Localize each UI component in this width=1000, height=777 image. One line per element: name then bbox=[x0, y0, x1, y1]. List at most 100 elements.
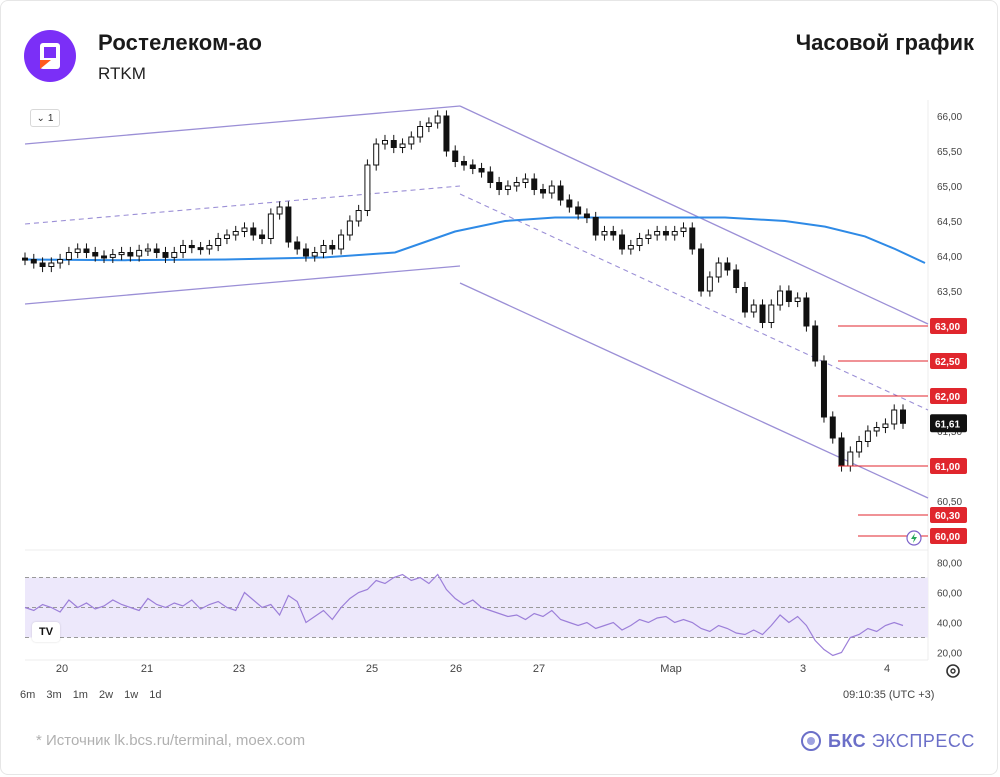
candle bbox=[461, 161, 467, 166]
interval-selector: 6m 3m 1m 2w 1w 1d bbox=[20, 689, 170, 701]
candle bbox=[338, 234, 345, 250]
candle bbox=[680, 227, 687, 232]
time-tick-label: 26 bbox=[450, 663, 462, 675]
candle bbox=[812, 325, 819, 362]
candle bbox=[417, 126, 424, 138]
candle bbox=[425, 122, 432, 127]
channel-line bbox=[24, 265, 461, 305]
candle bbox=[83, 248, 90, 253]
candle bbox=[715, 262, 722, 278]
rsi-tick-label: 80,00 bbox=[937, 559, 962, 570]
candle bbox=[434, 115, 441, 124]
candle bbox=[891, 409, 898, 425]
candle bbox=[706, 276, 713, 292]
price-tick-label: 64,00 bbox=[937, 252, 962, 263]
interval-option[interactable]: 1d bbox=[149, 689, 162, 701]
candle bbox=[144, 248, 151, 252]
candle bbox=[311, 252, 318, 257]
candle bbox=[267, 213, 274, 239]
candle bbox=[829, 416, 836, 439]
candle bbox=[355, 210, 362, 222]
level-label: 63,00 bbox=[935, 322, 960, 333]
candle bbox=[619, 234, 626, 250]
candle bbox=[610, 231, 617, 236]
candle bbox=[180, 245, 187, 253]
candle bbox=[443, 115, 450, 152]
candle bbox=[364, 164, 371, 211]
candle bbox=[373, 143, 380, 166]
gear-icon[interactable] bbox=[944, 662, 962, 680]
candle bbox=[302, 248, 309, 257]
interval-option[interactable]: 6m bbox=[20, 689, 36, 701]
candle bbox=[900, 409, 906, 424]
chart-type-label: Часовой график bbox=[795, 30, 974, 55]
candle bbox=[645, 234, 652, 239]
time-tick-label: 20 bbox=[56, 663, 68, 675]
collapse-indicators-button[interactable]: ⌄ 1 bbox=[30, 109, 60, 127]
tradingview-logo-icon[interactable]: TV bbox=[32, 622, 60, 642]
bks-logo-icon bbox=[801, 731, 821, 751]
interval-option[interactable]: 1w bbox=[124, 689, 139, 701]
candle bbox=[206, 245, 213, 250]
price-tick-label: 60,50 bbox=[937, 497, 962, 508]
candle bbox=[662, 231, 669, 236]
candle bbox=[346, 220, 353, 236]
candle bbox=[469, 164, 476, 169]
candle bbox=[873, 427, 880, 432]
candle bbox=[118, 252, 125, 256]
candle bbox=[136, 249, 143, 257]
candle bbox=[864, 430, 871, 442]
candle bbox=[329, 245, 336, 250]
interval-option[interactable]: 2w bbox=[99, 689, 114, 701]
time-tick-label: 3 bbox=[800, 663, 806, 675]
price-tick-label: 61,50 bbox=[937, 427, 962, 438]
candle bbox=[777, 290, 784, 306]
level-label: 62,00 bbox=[935, 392, 960, 403]
candle bbox=[408, 136, 415, 145]
candle bbox=[548, 185, 555, 194]
candle bbox=[750, 304, 757, 313]
level-label-box bbox=[930, 353, 967, 369]
level-label-box bbox=[930, 528, 967, 544]
level-label-box bbox=[930, 458, 967, 474]
price-chart[interactable]: 66,00 65,50 65,00 64,50 64,00 63,50 61,50 60,50… bbox=[0, 0, 1000, 690]
rsi-tick-label: 40,00 bbox=[937, 619, 962, 630]
candle bbox=[215, 238, 222, 246]
candle bbox=[250, 227, 257, 236]
candle bbox=[241, 227, 248, 232]
interval-option[interactable]: 1m bbox=[72, 689, 88, 701]
candle bbox=[689, 227, 696, 250]
candle bbox=[188, 245, 195, 249]
level-label: 62,50 bbox=[935, 357, 960, 368]
collapse-count: 1 bbox=[47, 112, 54, 124]
candle bbox=[575, 206, 582, 215]
candle bbox=[803, 297, 810, 327]
candle bbox=[30, 259, 37, 264]
candle bbox=[838, 437, 845, 467]
interval-option[interactable]: 3m bbox=[46, 689, 62, 701]
brand-name: БКС ЭКСПРЕСС bbox=[828, 730, 975, 751]
candle bbox=[92, 252, 99, 257]
candle bbox=[759, 304, 766, 323]
candle bbox=[583, 213, 590, 218]
lightning-icon bbox=[911, 533, 917, 543]
candle bbox=[654, 231, 661, 236]
timestamp-readout: 09:10:35 (UTC +3) bbox=[843, 689, 935, 701]
candle bbox=[487, 171, 494, 183]
candle bbox=[698, 248, 705, 292]
candle bbox=[162, 252, 169, 258]
level-label: 60,00 bbox=[935, 532, 960, 543]
candle bbox=[381, 140, 388, 145]
candle bbox=[452, 150, 459, 162]
candle bbox=[724, 262, 731, 271]
candle bbox=[171, 252, 178, 258]
candle bbox=[65, 252, 72, 260]
candle bbox=[390, 140, 397, 148]
candle bbox=[101, 255, 108, 259]
price-tick-label: 64,50 bbox=[937, 217, 962, 228]
candle bbox=[153, 248, 160, 253]
price-tick-label: 63,50 bbox=[937, 287, 962, 298]
rsi-tick-label: 60,00 bbox=[937, 589, 962, 600]
candle bbox=[741, 287, 748, 313]
